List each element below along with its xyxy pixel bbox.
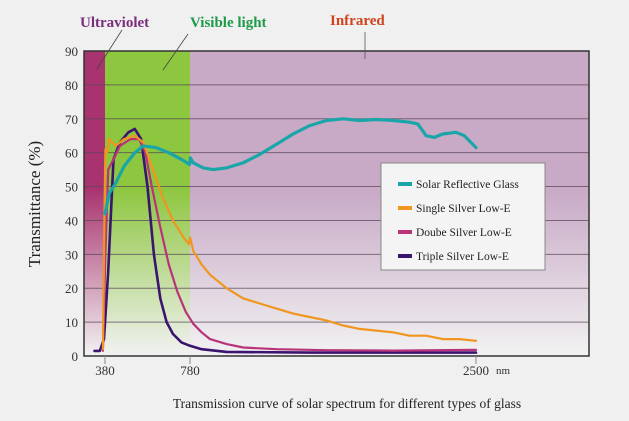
y-tick-label: 40 (65, 213, 78, 228)
x-tick-label: 780 (180, 363, 200, 378)
legend-swatch (398, 254, 412, 258)
legend-swatch (398, 230, 412, 234)
legend-label: Single Silver Low-E (416, 203, 511, 215)
legend-label: Doube Silver Low-E (416, 227, 512, 239)
y-tick-label: 30 (65, 247, 78, 262)
y-axis-label: Transmittance (%) (25, 141, 44, 267)
ultraviolet-label: Ultraviolet (80, 15, 149, 31)
y-tick-label: 20 (65, 281, 78, 296)
y-tick-label: 50 (65, 180, 78, 195)
x-tick-label: 2500 (463, 363, 489, 378)
legend-swatch (398, 206, 412, 210)
x-axis-ticks: 380 780 2500 (95, 356, 489, 378)
visible-light-label: Visible light (190, 15, 267, 31)
legend-label: Triple Silver Low-E (416, 251, 509, 263)
ultraviolet-pointer (96, 29, 123, 70)
y-tick-label: 70 (65, 112, 78, 127)
series-line-solar-reflective-glass (103, 117, 478, 216)
y-axis-ticks: 0 10 20 30 40 50 60 70 80 90 (65, 44, 78, 364)
legend: Solar Reflective Glass Single Silver Low-… (380, 162, 546, 271)
chart-caption: Transmission curve of solar spectrum for… (173, 396, 521, 411)
y-tick-label: 80 (65, 78, 78, 93)
legend-label: Solar Reflective Glass (416, 179, 519, 191)
visible-light-pointer (162, 33, 189, 71)
y-tick-label: 0 (72, 349, 79, 364)
plot-frame (83, 50, 590, 357)
x-tick-label: 380 (95, 363, 115, 378)
legend-box (380, 162, 546, 271)
series-line-single-silver-low-e (101, 134, 478, 351)
y-tick-label: 90 (65, 44, 78, 59)
series-group (93, 117, 478, 354)
infrared-label: Infrared (330, 13, 385, 29)
legend-swatch (398, 182, 412, 186)
y-tick-label: 60 (65, 146, 78, 161)
y-tick-label: 10 (65, 315, 78, 330)
series-line-doube-silver-low-e (101, 138, 478, 352)
x-unit-label: nm (496, 365, 511, 377)
series-line-triple-silver-low-e (93, 127, 478, 354)
